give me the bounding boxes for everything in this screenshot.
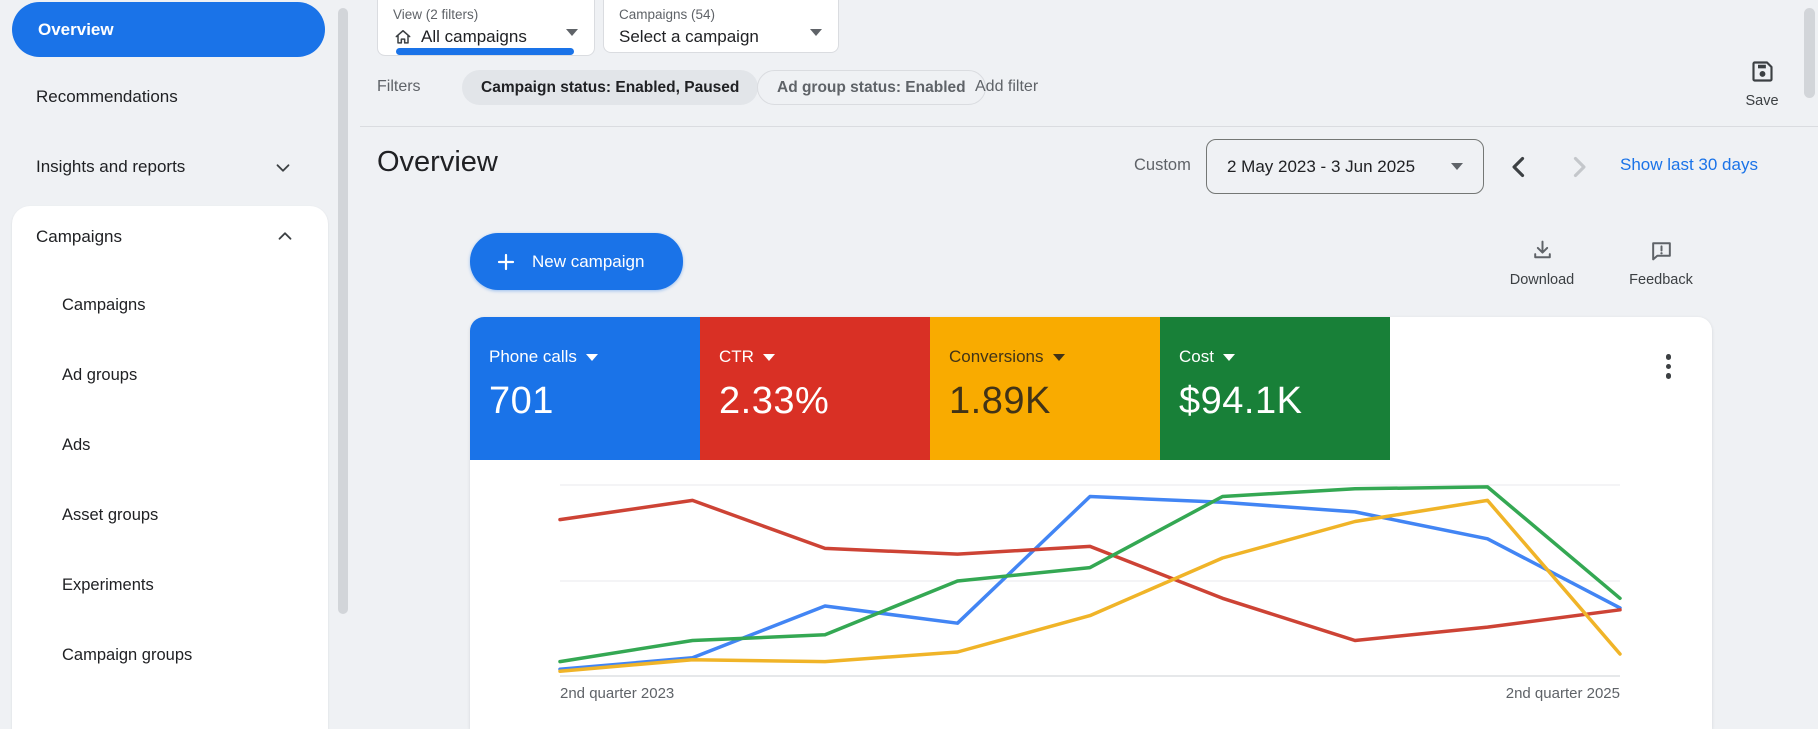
sidebar-item-overview[interactable]: Overview	[12, 2, 325, 57]
sidebar-item-ads[interactable]: Ads	[62, 436, 91, 454]
metric-value: $94.1K	[1179, 380, 1303, 422]
add-filter-button[interactable]: Add filter	[975, 78, 1039, 95]
kebab-menu-icon	[1665, 354, 1671, 360]
sidebar-item-campaigns[interactable]: Campaigns	[62, 296, 146, 314]
dropdown-arrow-icon	[810, 29, 822, 36]
show-last-30-days-link[interactable]: Show last 30 days	[1620, 155, 1758, 174]
chart-line-cost	[558, 485, 1622, 664]
home-icon	[395, 30, 411, 44]
dropdown-arrow-icon	[1451, 163, 1463, 170]
save-label: Save	[1745, 93, 1779, 109]
feedback-bubble-icon	[1651, 242, 1671, 261]
metric-tiles: Phone calls 701 CTR 2.33% Conversions 1.…	[470, 317, 1390, 460]
new-campaign-button[interactable]: New campaign	[470, 233, 683, 290]
campaign-selector-dropdown[interactable]: Campaigns (54) Select a campaign	[603, 0, 839, 53]
sidebar-item-ad-groups[interactable]: Ad groups	[62, 366, 138, 384]
sidebar-item-overview-label: Overview	[38, 19, 114, 39]
sidebar-group-campaigns-header[interactable]: Campaigns	[36, 227, 122, 246]
chevron-up-icon[interactable]	[274, 225, 296, 247]
dropdown-arrow-icon	[1222, 353, 1235, 361]
metric-tile-phone-calls[interactable]: Phone calls 701	[470, 317, 700, 460]
download-button[interactable]: Download	[1502, 238, 1582, 288]
filter-chip-ad-group-status[interactable]: Ad group status: Enabled	[757, 70, 986, 105]
overview-chart-area[interactable]	[558, 480, 1622, 677]
feedback-label: Feedback	[1629, 272, 1693, 288]
download-icon	[1533, 240, 1551, 259]
sidebar-item-experiments[interactable]: Experiments	[62, 576, 154, 594]
feedback-button[interactable]: Feedback	[1621, 238, 1701, 288]
sidebar-item-insights-and-reports[interactable]: Insights and reports	[36, 157, 186, 176]
overview-chart	[558, 484, 1622, 677]
x-axis-label-start: 2nd quarter 2023	[560, 685, 675, 702]
sidebar-campaigns-group: Campaigns Campaigns Ad groups Ads Asset …	[12, 206, 328, 729]
chart-line-ctr	[558, 498, 1622, 643]
chevron-down-icon[interactable]	[272, 157, 294, 179]
metric-tile-cost[interactable]: Cost $94.1K	[1160, 317, 1390, 460]
active-view-indicator	[396, 48, 574, 55]
sidebar-item-asset-groups[interactable]: Asset groups	[62, 506, 159, 524]
filter-chip-campaign-status[interactable]: Campaign status: Enabled, Paused	[462, 70, 759, 105]
dropdown-arrow-icon	[762, 353, 775, 361]
metric-value: 2.33%	[719, 380, 830, 422]
header-divider	[360, 126, 1818, 127]
sidebar-item-recommendations[interactable]: Recommendations	[36, 87, 178, 106]
date-range-dropdown[interactable]: 2 May 2023 - 3 Jun 2025	[1206, 139, 1484, 194]
metric-tile-ctr[interactable]: CTR 2.33%	[700, 317, 930, 460]
x-axis-label-end: 2nd quarter 2025	[1505, 685, 1620, 702]
plus-icon	[497, 253, 515, 270]
next-period-button[interactable]	[1562, 150, 1596, 184]
chart-line-conversions	[558, 498, 1622, 673]
view-selector-label: View (2 filters)	[393, 7, 479, 22]
new-campaign-label: New campaign	[532, 251, 645, 271]
dropdown-arrow-icon	[1052, 353, 1065, 361]
overview-scorecard: Phone calls 701 CTR 2.33% Conversions 1.…	[470, 317, 1712, 729]
dropdown-arrow-icon	[566, 29, 578, 36]
download-label: Download	[1509, 272, 1575, 288]
window-scrollbar[interactable]	[1804, 8, 1815, 98]
save-button[interactable]: Save	[1731, 58, 1793, 109]
page-title: Overview	[377, 146, 498, 178]
sidebar-scrollbar[interactable]	[338, 8, 348, 614]
view-selector-value: All campaigns	[421, 27, 527, 46]
chart-line-phone-calls	[558, 494, 1622, 672]
metric-value: 1.89K	[949, 380, 1051, 422]
chart-x-axis: 2nd quarter 2023 2nd quarter 2025	[560, 685, 1620, 702]
date-range-value: 2 May 2023 - 3 Jun 2025	[1227, 156, 1416, 176]
filters-label: Filters	[377, 78, 421, 95]
metric-tile-conversions[interactable]: Conversions 1.89K	[930, 317, 1160, 460]
metric-value: 701	[489, 380, 554, 422]
campaign-selector-label: Campaigns (54)	[619, 7, 716, 22]
campaign-selector-value: Select a campaign	[619, 27, 759, 46]
date-range-type-label: Custom	[1134, 156, 1191, 174]
card-overflow-menu-button[interactable]	[1662, 350, 1676, 383]
view-selector-dropdown[interactable]: View (2 filters) All campaigns	[377, 0, 595, 56]
sidebar-item-campaign-groups[interactable]: Campaign groups	[62, 646, 193, 664]
dropdown-arrow-icon	[585, 353, 598, 361]
previous-period-button[interactable]	[1502, 150, 1536, 184]
save-floppy-icon	[1751, 61, 1773, 82]
